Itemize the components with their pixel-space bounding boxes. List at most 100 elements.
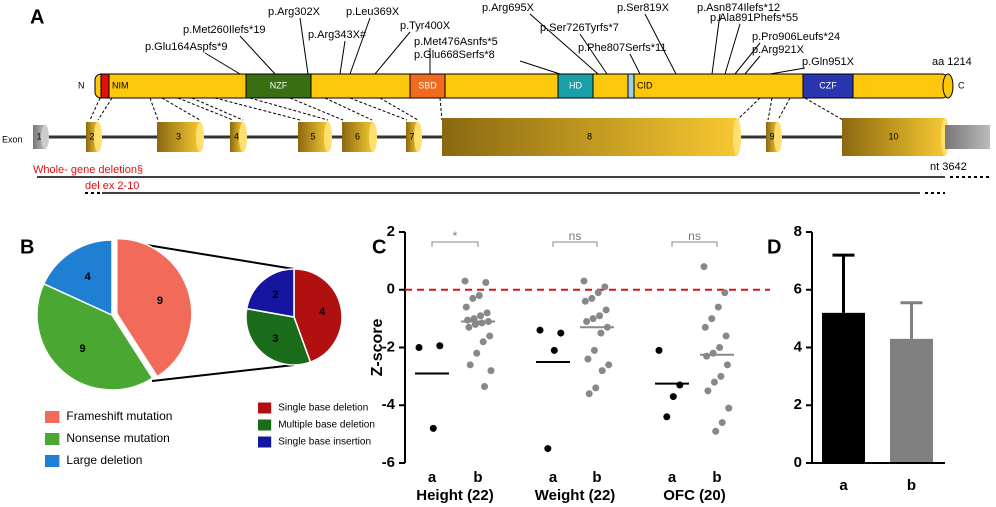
domain-label: SBD [418, 80, 437, 90]
data-point [676, 381, 684, 389]
data-point [466, 361, 474, 369]
data-point [478, 319, 486, 327]
legend-label: Single base deletion [278, 403, 368, 414]
slice-label: 3 [272, 333, 278, 345]
gene-length: nt 3642 [930, 161, 967, 173]
data-point [487, 367, 495, 375]
data-point [718, 419, 726, 427]
bar [822, 312, 865, 463]
y-tick-label: 6 [794, 281, 802, 298]
data-point [590, 346, 598, 354]
exon-number: 10 [888, 131, 898, 141]
bar [890, 338, 933, 463]
data-point [588, 294, 596, 302]
mutation-label: p.Glu164Aspfs*9 [145, 41, 228, 53]
data-point [583, 318, 591, 326]
mutation-label: p.Ala891Phefs*55 [710, 12, 798, 24]
data-point [598, 367, 606, 375]
x-tick-label: a [549, 469, 558, 486]
exon-mapping [191, 97, 244, 121]
data-point [482, 279, 490, 287]
data-point [592, 384, 600, 392]
data-point [602, 306, 610, 314]
mutation-pointer [579, 33, 608, 75]
data-point [584, 355, 592, 363]
panel-label: B [20, 236, 34, 258]
protein-domain [409, 73, 446, 99]
mutation-label: p.Tyr400X [400, 20, 451, 32]
n-terminus: N [78, 80, 85, 90]
data-point [708, 315, 716, 323]
mutation-label: p.Met260Ilefs*19 [183, 24, 266, 36]
exon-mapping [161, 97, 201, 121]
legend-label: Single base insertion [278, 437, 371, 448]
exon-number: 8 [587, 131, 592, 141]
panel-label: A [30, 6, 44, 28]
exon-number: 5 [310, 131, 315, 141]
mutation-label: p.Asn874Ilefs*12 [697, 2, 780, 14]
significance-label: ns [569, 229, 582, 243]
data-point [585, 390, 593, 398]
data-point [669, 393, 677, 401]
exon-mapping [249, 97, 329, 121]
data-point [589, 315, 597, 323]
legend-swatch [258, 419, 272, 431]
data-point [481, 382, 488, 390]
mutation-label: p.Ser819X [617, 2, 670, 14]
exon-mapping [439, 97, 443, 121]
mutation-label: p.Glu668Serfs*8 [414, 49, 495, 61]
data-point [479, 338, 487, 346]
exon-cap [41, 125, 49, 149]
data-point [723, 361, 731, 369]
significance-bracket [671, 241, 718, 247]
exon-number: 3 [176, 131, 181, 141]
exon-mapping [379, 97, 419, 121]
legend-label: Frameshift mutation [66, 409, 172, 423]
y-tick-label: 0 [794, 454, 802, 471]
data-point [580, 277, 588, 285]
data-point [486, 332, 494, 340]
slice-label: 4 [85, 271, 92, 283]
exon-cap [94, 122, 102, 152]
domain-label: NIM [112, 80, 129, 90]
legend-label: Large deletion [66, 453, 142, 467]
exon-mapping [97, 97, 113, 121]
slice-label: 2 [272, 289, 278, 301]
data-point [557, 329, 565, 337]
data-point [594, 289, 602, 297]
mutation-pointer [724, 23, 741, 75]
mutation-pointer [349, 17, 371, 75]
x-tick-label: a [428, 469, 437, 486]
protein-motif [100, 73, 110, 99]
protein-motif [627, 73, 635, 99]
data-point [544, 445, 552, 453]
exon-mapping [349, 97, 408, 121]
pie-slice [42, 239, 113, 317]
exon-cap [369, 122, 377, 152]
mutation-pointer [339, 40, 346, 75]
mutation-label: p.Arg695X [482, 2, 535, 14]
protein-end [942, 73, 954, 99]
pie-slice [36, 282, 154, 391]
protein-domain [802, 73, 854, 99]
data-point [717, 372, 725, 380]
data-point [710, 378, 718, 386]
exon-number: 2 [89, 131, 94, 141]
domain-label: CZF [819, 80, 837, 90]
exon-axis-label: Exon [2, 134, 23, 144]
pie-slice [245, 268, 295, 318]
mutation-label: p.Arg302X [268, 6, 321, 18]
significance-label: * [453, 229, 458, 243]
data-point [722, 332, 730, 340]
pie-slice [293, 268, 343, 364]
y-tick-label: -4 [382, 396, 396, 413]
x-tick-label: b [712, 469, 721, 486]
data-point [714, 303, 722, 311]
data-point [716, 344, 724, 351]
slice-label: 4 [319, 306, 326, 318]
data-point [712, 427, 720, 435]
x-tick-label: b [473, 469, 482, 486]
exon-cap [196, 122, 204, 152]
mutation-pointer [744, 55, 761, 75]
data-point [536, 326, 544, 334]
